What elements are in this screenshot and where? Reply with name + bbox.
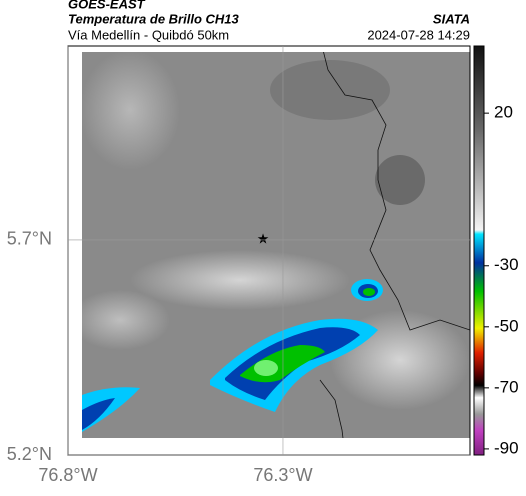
title: Temperatura de Brillo CH13 <box>68 11 240 26</box>
datetime: 2024-07-28 14:29 <box>367 27 470 42</box>
y-tick-label: 5.7°N <box>7 229 52 249</box>
colorbar-tick-label: -70 <box>494 377 519 396</box>
location-marker: ★ <box>257 231 270 247</box>
colorbar-tick-label: 20 <box>494 103 513 122</box>
colorbar-tick-label: -50 <box>494 316 519 335</box>
y-tick-label: 5.2°N <box>7 444 52 464</box>
source: GOES-EAST <box>68 0 146 11</box>
colorbar-tick-label: -90 <box>494 438 519 457</box>
colorbar <box>473 45 485 456</box>
subtitle: Vía Medellín - Quibdó 50km <box>68 27 229 42</box>
satellite-image <box>82 52 470 438</box>
x-tick-label: 76.8°W <box>38 465 97 485</box>
colorbar-tick-label: -30 <box>494 255 519 274</box>
x-tick-label: 76.3°W <box>253 465 312 485</box>
agency: SIATA <box>433 11 470 26</box>
